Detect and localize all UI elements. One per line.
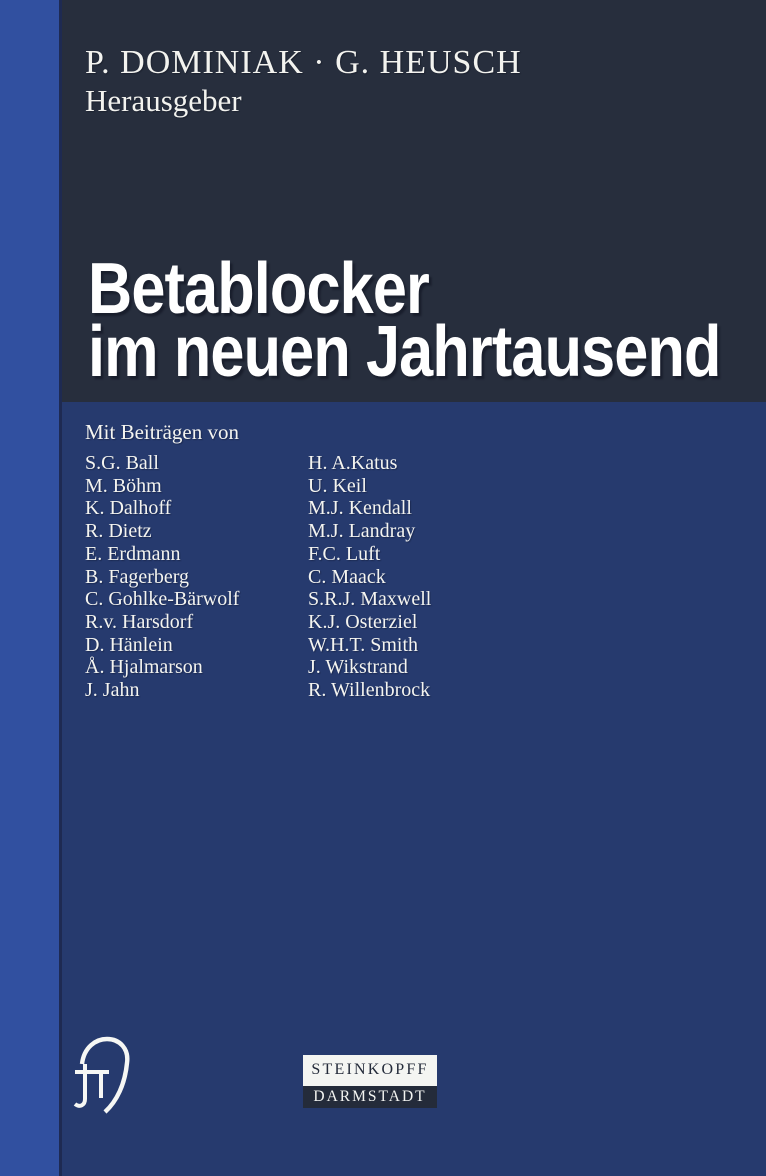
contributor-name: K. Dalhoff (85, 497, 172, 520)
contributor-name: D. Hänlein (85, 633, 173, 656)
book-title: Betablocker im neuen Jahrtausend (88, 249, 721, 392)
contributor-name: E. Erdmann (85, 542, 181, 565)
contributor-name: F.C. Luft (308, 542, 381, 565)
steinkopff-logo-icon (65, 1035, 145, 1120)
contributor-name: S.G. Ball (85, 452, 159, 474)
publisher-name-box: STEINKOPFF (303, 1055, 437, 1084)
contributors-heading: Mit Beiträgen von (85, 420, 239, 444)
spine-stripe (0, 0, 62, 1176)
book-title-line2: im neuen Jahrtausend (88, 312, 721, 392)
contributor-name: M. Böhm (85, 474, 162, 497)
contributor-name: Å. Hjalmarson (85, 656, 203, 679)
contributor-name: W.H.T. Smith (308, 633, 419, 656)
contributors-column-1: S.G. Ball M. Böhm K. Dalhoff R. Dietz E. Erd… (85, 452, 239, 702)
publisher-block: STEINKOPFF DARMSTADT (303, 1055, 437, 1108)
contributor-name: H. A.Katus (308, 452, 398, 474)
contributor-name: R. Willenbrock (308, 679, 431, 702)
publisher-city-box: DARMSTADT (303, 1086, 437, 1108)
contributor-name: R. Dietz (85, 520, 152, 543)
book-title-line1: Betablocker (88, 249, 430, 329)
contributor-name: K.J. Osterziel (308, 610, 418, 633)
contributor-name: S.R.J. Maxwell (308, 588, 432, 611)
contributor-name: R.v. Harsdorf (85, 610, 194, 633)
contributor-name: B. Fagerberg (85, 565, 190, 588)
contributor-name: J. Wikstrand (308, 656, 408, 679)
editors-line: P. DOMINIAK · G. HEUSCH (85, 44, 522, 81)
contributor-name: C. Maack (308, 565, 386, 588)
contributor-name: U. Keil (308, 474, 367, 497)
contributor-name: J. Jahn (85, 679, 140, 702)
top-panel (62, 0, 766, 402)
contributor-name: M.J. Kendall (308, 497, 412, 520)
contributor-name: C. Gohlke-Bärwolf (85, 588, 240, 611)
contributors-column-2: H. A.Katus U. Keil M.J. Kendall M.J. Landra… (308, 452, 431, 702)
contributor-name: M.J. Landray (308, 520, 416, 543)
bottom-panel (62, 402, 766, 1176)
editors-role: Herausgeber (85, 83, 242, 118)
